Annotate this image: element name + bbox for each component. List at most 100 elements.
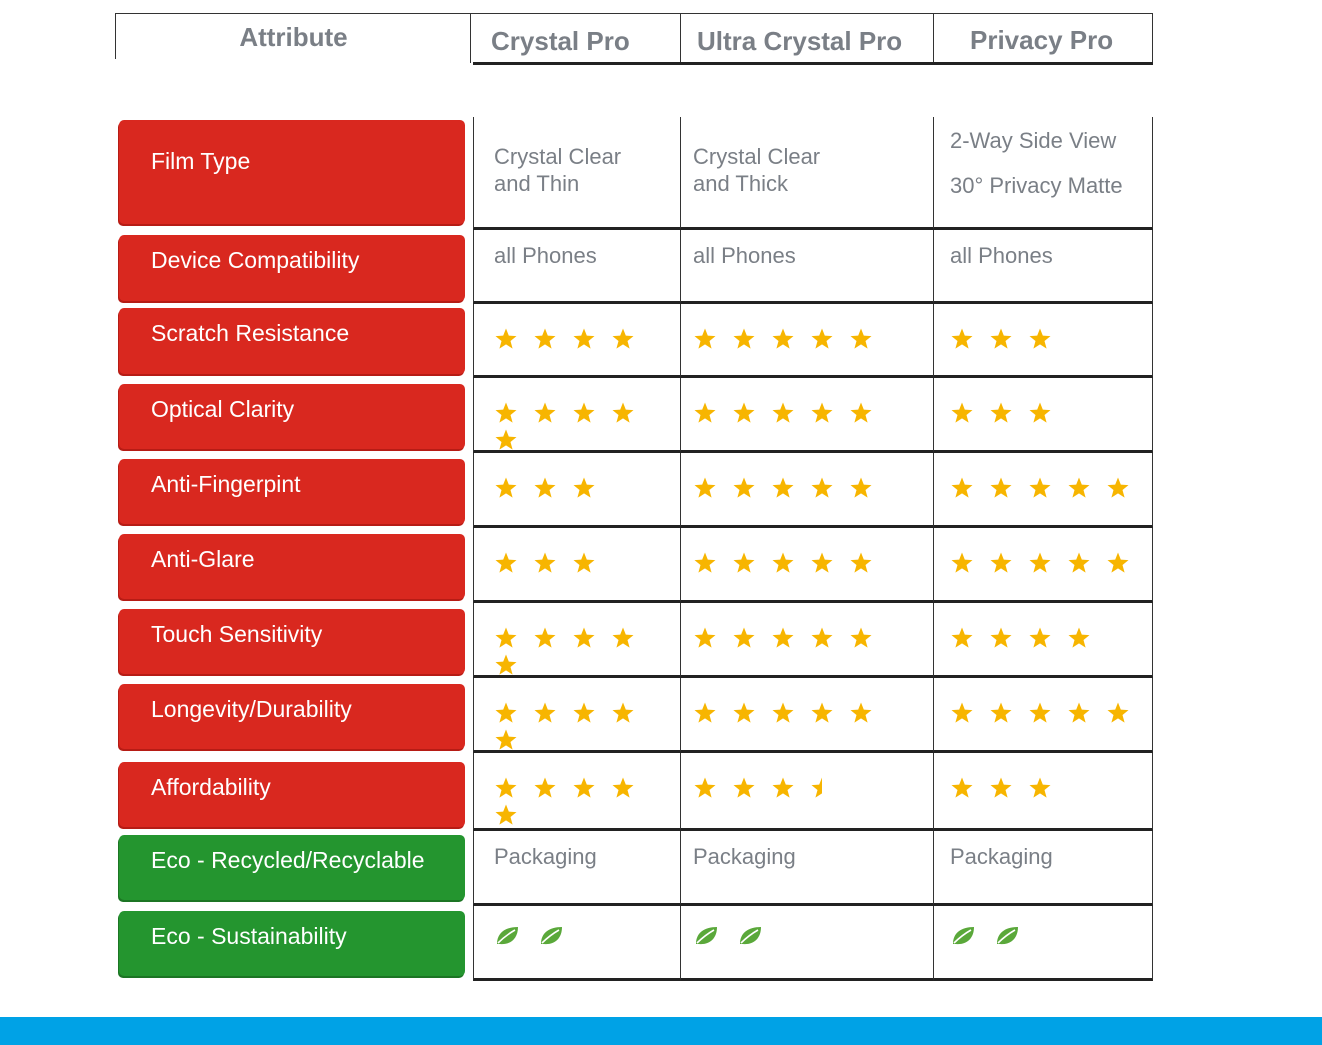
- star-icon: [1067, 474, 1106, 499]
- header-ultra-crystal-pro: Ultra Crystal Pro: [680, 13, 933, 63]
- star-icon: [1067, 699, 1106, 724]
- star-icon: [494, 801, 533, 826]
- star-icon: [1028, 624, 1067, 649]
- star-icon: [1106, 699, 1145, 724]
- star-rating: [950, 324, 1152, 351]
- star-rating: [950, 698, 1152, 725]
- table-cell: all Phones: [680, 230, 933, 304]
- star-icon: [989, 399, 1028, 424]
- star-icon: [989, 325, 1028, 350]
- star-icon: [572, 399, 611, 424]
- star-icon: [494, 426, 533, 451]
- star-icon: [732, 624, 771, 649]
- star-icon: [693, 624, 732, 649]
- star-rating: [693, 398, 933, 425]
- table-cell: [933, 678, 1153, 753]
- star-icon: [572, 774, 611, 799]
- star-icon: [849, 399, 888, 424]
- attribute-label: Affordability: [119, 762, 465, 827]
- star-icon: [693, 474, 732, 499]
- table-cell: [680, 603, 933, 678]
- attribute-label: Anti-Glare: [119, 534, 465, 599]
- leaf-icon: [693, 925, 719, 953]
- attribute-label: Eco - Sustainability: [119, 911, 465, 976]
- star-icon: [950, 699, 989, 724]
- table-cell: [680, 906, 933, 981]
- star-icon: [732, 774, 771, 799]
- table-cell: Packaging: [680, 831, 933, 906]
- cell-text: 2-Way Side View: [950, 128, 1117, 153]
- star-rating: [494, 398, 680, 452]
- table-cell: [933, 906, 1153, 981]
- star-icon: [572, 325, 611, 350]
- star-icon: [810, 325, 849, 350]
- star-rating: [494, 623, 680, 677]
- star-icon: [849, 474, 888, 499]
- table-cell: [933, 453, 1153, 528]
- attribute-label: Touch Sensitivity: [119, 609, 465, 674]
- star-icon: [810, 474, 849, 499]
- star-icon: [810, 549, 849, 574]
- star-icon: [693, 774, 732, 799]
- star-icon: [494, 624, 533, 649]
- star-icon: [533, 549, 572, 574]
- header-attribute: Attribute: [115, 13, 471, 59]
- star-icon: [533, 774, 572, 799]
- cell-text: Packaging: [494, 844, 597, 869]
- star-icon: [693, 699, 732, 724]
- star-icon: [494, 699, 533, 724]
- star-icon: [950, 399, 989, 424]
- star-icon: [1028, 325, 1067, 350]
- table-cell: [680, 304, 933, 378]
- leaf-icon: [538, 925, 564, 953]
- star-icon: [611, 624, 650, 649]
- attribute-label: Device Compatibility: [119, 235, 465, 301]
- leaf-icon: [994, 925, 1020, 953]
- star-icon: [572, 624, 611, 649]
- star-icon: [771, 399, 810, 424]
- table-cell: [933, 378, 1153, 453]
- header-crystal-pro: Crystal Pro: [470, 13, 680, 63]
- table-cell: [680, 753, 933, 831]
- star-icon: [849, 699, 888, 724]
- star-rating: [494, 324, 680, 351]
- star-icon: [533, 624, 572, 649]
- star-icon: [1106, 474, 1145, 499]
- table-cell: 2-Way Side View 30° Privacy Matte: [933, 117, 1153, 230]
- table-cell: [680, 528, 933, 603]
- star-icon: [693, 549, 732, 574]
- star-icon: [611, 774, 650, 799]
- star-icon: [950, 549, 989, 574]
- table-cell: [680, 453, 933, 528]
- table-cell: [473, 603, 680, 678]
- star-rating: [494, 773, 680, 827]
- table-cell: [933, 528, 1153, 603]
- cell-text: Packaging: [693, 844, 796, 869]
- table-cell: [473, 304, 680, 378]
- cell-text: all Phones: [950, 243, 1053, 268]
- star-rating: [950, 623, 1152, 650]
- cell-text: all Phones: [693, 243, 796, 268]
- cell-text: Crystal Clear: [693, 144, 821, 169]
- attribute-label: Optical Clarity: [119, 384, 465, 449]
- star-icon: [810, 699, 849, 724]
- cell-text: and Thick: [693, 171, 788, 196]
- star-icon: [1028, 399, 1067, 424]
- star-icon: [771, 549, 810, 574]
- star-icon: [533, 325, 572, 350]
- header-privacy-pro: Privacy Pro: [933, 13, 1153, 63]
- star-icon: [494, 325, 533, 350]
- star-rating: [950, 548, 1152, 575]
- star-icon: [1028, 474, 1067, 499]
- star-icon: [494, 549, 533, 574]
- attribute-label: Film Type: [119, 120, 465, 224]
- star-icon: [533, 699, 572, 724]
- star-icon: [572, 699, 611, 724]
- star-icon: [849, 624, 888, 649]
- star-icon: [1028, 699, 1067, 724]
- table-cell: [933, 603, 1153, 678]
- attribute-label: Eco - Recycled/Recyclable: [119, 835, 465, 900]
- star-icon: [950, 624, 989, 649]
- star-icon: [989, 549, 1028, 574]
- leaf-icon: [950, 925, 976, 953]
